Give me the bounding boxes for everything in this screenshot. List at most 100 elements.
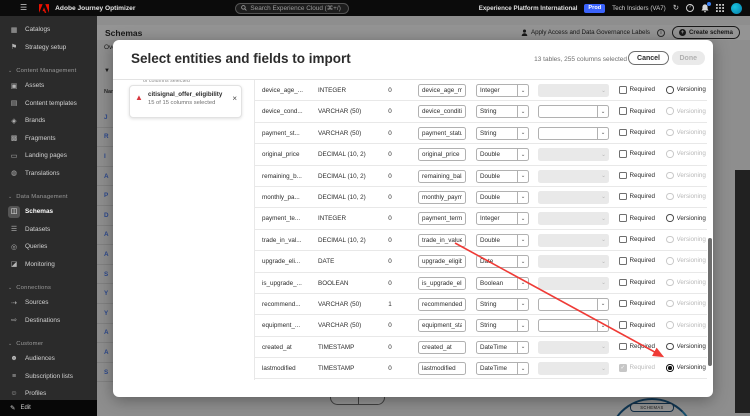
info-icon[interactable]: i (656, 28, 665, 37)
target-name-input[interactable] (418, 212, 466, 226)
schema-row-link[interactable]: I (97, 147, 113, 167)
sidebar-item-audiences[interactable]: ☻ Audiences (0, 350, 97, 368)
required-checkbox[interactable] (619, 86, 627, 94)
target-name-input[interactable] (418, 276, 466, 290)
sidebar-section-connections[interactable]: ⌄ Connections (0, 273, 97, 294)
data-type-select[interactable]: Double ⌄ (476, 169, 529, 183)
data-type-select[interactable]: DateTime ⌄ (476, 340, 529, 354)
schema-row-link[interactable]: A (97, 226, 113, 246)
data-type-select[interactable]: Double ⌄ (476, 233, 529, 247)
target-name-input[interactable] (418, 148, 466, 162)
required-checkbox[interactable] (619, 278, 627, 287)
governance-label-select[interactable]: ⌄ (538, 105, 609, 119)
governance-label-select[interactable]: ⌄ (538, 126, 609, 140)
versioning-radio[interactable] (666, 86, 674, 94)
required-checkbox[interactable] (619, 214, 627, 222)
sidebar-item-profiles[interactable]: ☺ Profiles (0, 385, 97, 403)
schema-row-link[interactable]: S (97, 265, 113, 285)
data-type-select[interactable]: String ⌄ (476, 126, 529, 140)
required-checkbox[interactable] (619, 150, 627, 158)
data-type-select[interactable]: Double ⌄ (476, 190, 529, 204)
data-type-select[interactable]: Double ⌄ (476, 148, 529, 162)
cancel-button[interactable]: Cancel (628, 51, 669, 65)
sidebar-edit-button[interactable]: ✎ Edit (0, 400, 97, 416)
required-checkbox[interactable] (619, 171, 627, 180)
required-checkbox[interactable] (619, 321, 627, 329)
global-search-input[interactable]: Search Experience Cloud (⌘+/) (235, 2, 350, 14)
sidebar-item-strategy-setup[interactable]: ⚑ Strategy setup (0, 39, 97, 57)
required-checkbox[interactable] (619, 257, 627, 265)
schema-row-link[interactable]: A (97, 245, 113, 265)
sidebar-item-fragments[interactable]: ▩ Fragments (0, 130, 97, 148)
versioning-radio[interactable] (666, 214, 674, 222)
target-name-input[interactable] (418, 84, 466, 97)
target-name-input[interactable] (418, 319, 466, 333)
target-name-input[interactable] (418, 126, 466, 140)
schema-row-link[interactable]: Y (97, 304, 113, 324)
sidebar-item-queries[interactable]: ◎ Queries (0, 238, 97, 256)
user-avatar[interactable] (731, 2, 742, 14)
sidebar-section-content-management[interactable]: ⌄ Content Management (0, 56, 97, 77)
sidebar-item-translations[interactable]: ◍ Translations (0, 165, 97, 183)
target-name-input[interactable] (418, 233, 466, 247)
schema-row-link[interactable]: J (97, 108, 113, 128)
target-name-input[interactable] (418, 297, 466, 311)
target-name-input[interactable] (418, 362, 466, 376)
hamburger-menu-icon[interactable]: ☰ (20, 3, 28, 12)
modal-scrollbar[interactable] (708, 238, 712, 366)
governance-label-select[interactable]: ⌄ (538, 297, 609, 311)
sidebar-item-sources[interactable]: ⇢ Sources (0, 294, 97, 312)
apply-governance-labels-button[interactable]: Apply Access and Data Governance Labels (521, 29, 650, 36)
target-name-input[interactable] (418, 255, 466, 269)
schema-row-link[interactable]: A (97, 324, 113, 344)
target-name-input[interactable] (418, 169, 466, 183)
feedback-icon[interactable]: ↻ (672, 3, 679, 13)
data-type-select[interactable]: Boolean ⌄ (476, 276, 529, 290)
schema-row-link[interactable]: D (97, 206, 113, 226)
table-warning-card[interactable]: ▲ citisignal_offer_eligibility 15 of 15 … (129, 85, 242, 118)
sidebar-item-datasets[interactable]: ☰ Datasets (0, 221, 97, 239)
schema-row-link[interactable]: A (97, 167, 113, 187)
schema-row-link[interactable]: Y (97, 284, 113, 304)
sidebar-item-content-templates[interactable]: ▤ Content templates (0, 95, 97, 113)
schema-row-link[interactable]: S (97, 363, 113, 383)
help-icon[interactable]: ? (686, 4, 694, 12)
target-name-input[interactable] (418, 190, 466, 204)
schema-row-link[interactable]: P (97, 186, 113, 206)
schema-row-link[interactable]: A (97, 343, 113, 363)
close-icon[interactable]: × (232, 94, 237, 103)
notifications-bell-icon[interactable] (701, 1, 711, 13)
data-type-select[interactable]: Integer ⌄ (476, 212, 529, 226)
required-checkbox[interactable] (619, 192, 627, 201)
sidebar-item-destinations[interactable]: ⇨ Destinations (0, 312, 97, 330)
target-name-input[interactable] (418, 105, 466, 119)
tab-overview[interactable]: Overview (104, 44, 116, 51)
schema-row-link[interactable]: R (97, 128, 113, 148)
governance-label-select[interactable]: ⌄ (538, 319, 609, 333)
sidebar-item-catalogs[interactable]: ▦ Catalogs (0, 21, 97, 39)
app-switcher-icon[interactable] (716, 4, 724, 12)
adobe-logo-icon[interactable] (39, 3, 50, 13)
required-checkbox[interactable] (619, 342, 627, 351)
required-checkbox[interactable] (619, 128, 627, 137)
required-checkbox[interactable] (619, 235, 627, 244)
target-name-input[interactable] (418, 340, 466, 354)
sidebar-item-schemas[interactable]: ◫ Schemas (0, 203, 97, 221)
data-type-select[interactable]: String ⌄ (476, 319, 529, 333)
required-checkbox[interactable] (619, 107, 627, 115)
versioning-radio[interactable] (666, 364, 674, 372)
sandbox-switcher[interactable]: Tech Insiders (VA7) (612, 4, 666, 12)
create-schema-button[interactable]: + Create schema (671, 26, 740, 39)
data-type-select[interactable]: Date ⌄ (476, 255, 529, 269)
data-type-select[interactable]: DateTime ⌄ (476, 362, 529, 376)
filter-icon[interactable]: ▼ (104, 68, 110, 74)
versioning-radio[interactable] (666, 342, 674, 351)
sidebar-item-brands[interactable]: ◈ Brands (0, 112, 97, 130)
sidebar-item-monitoring[interactable]: ◪ Monitoring (0, 256, 97, 274)
sidebar-section-data-management[interactable]: ⌄ Data Management (0, 182, 97, 203)
sidebar-item-landing-pages[interactable]: ▭ Landing pages (0, 147, 97, 165)
data-type-select[interactable]: String ⌄ (476, 297, 529, 311)
sidebar-section-customer[interactable]: ⌄ Customer (0, 329, 97, 350)
sidebar-item-assets[interactable]: ▣ Assets (0, 77, 97, 95)
data-type-select[interactable]: Integer ⌄ (476, 84, 529, 97)
